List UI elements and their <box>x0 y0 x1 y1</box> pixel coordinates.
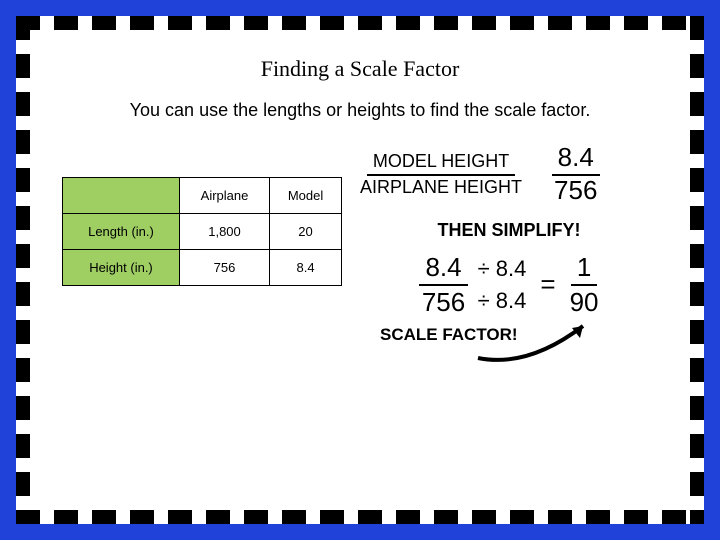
scale-factor-callout: SCALE FACTOR! <box>360 326 658 386</box>
row-height-model: 8.4 <box>270 250 342 286</box>
result-den: 90 <box>570 286 599 317</box>
divide-op-den: ÷ 8.4 <box>478 288 527 314</box>
fraction-labels: MODEL HEIGHT AIRPLANE HEIGHT <box>360 152 522 198</box>
fraction-setup: MODEL HEIGHT AIRPLANE HEIGHT 8.4 756 <box>360 143 658 206</box>
fraction-values: 8.4 756 <box>548 143 603 206</box>
border-right <box>690 16 704 524</box>
border-bottom <box>16 510 704 524</box>
divide-ops: ÷ 8.4 ÷ 8.4 <box>478 256 527 314</box>
table-row: Length (in.) 1,800 20 <box>63 214 342 250</box>
simplify-lhs-num: 8.4 <box>419 253 467 286</box>
border-top <box>16 16 704 30</box>
slide-frame: Finding a Scale Factor You can use the l… <box>16 16 704 524</box>
table-row: Height (in.) 756 8.4 <box>63 250 342 286</box>
simplify-equation: 8.4 756 ÷ 8.4 ÷ 8.4 = 1 90 <box>360 253 658 316</box>
page-subtitle: You can use the lengths or heights to fi… <box>62 100 658 121</box>
table-column: Airplane Model Length (in.) 1,800 20 Hei… <box>62 143 342 386</box>
row-height-label: Height (in.) <box>63 250 180 286</box>
result-num: 1 <box>571 253 597 286</box>
simplify-text: THEN SIMPLIFY! <box>360 220 658 241</box>
table-header-model: Model <box>270 178 342 214</box>
arrow-icon <box>468 318 608 378</box>
divide-op-num: ÷ 8.4 <box>478 256 527 282</box>
fraction-num-label: MODEL HEIGHT <box>367 152 515 176</box>
row-height-airplane: 756 <box>179 250 269 286</box>
table-header-row: Airplane Model <box>63 178 342 214</box>
border-left <box>16 16 30 524</box>
table-header-blank <box>63 178 180 214</box>
row-length-airplane: 1,800 <box>179 214 269 250</box>
simplify-lhs-den: 756 <box>422 286 465 317</box>
simplify-lhs: 8.4 756 <box>419 253 467 316</box>
equals-sign: = <box>536 269 559 300</box>
dimensions-table: Airplane Model Length (in.) 1,800 20 Hei… <box>62 177 342 286</box>
slide-content: Finding a Scale Factor You can use the l… <box>38 38 682 502</box>
fraction-den-value: 756 <box>548 176 603 207</box>
content-row: Airplane Model Length (in.) 1,800 20 Hei… <box>62 143 658 386</box>
row-length-model: 20 <box>270 214 342 250</box>
row-length-label: Length (in.) <box>63 214 180 250</box>
fraction-num-value: 8.4 <box>552 143 600 176</box>
work-column: MODEL HEIGHT AIRPLANE HEIGHT 8.4 756 THE… <box>360 143 658 386</box>
page-title: Finding a Scale Factor <box>62 56 658 82</box>
simplify-rhs: 1 90 <box>570 253 599 316</box>
table-header-airplane: Airplane <box>179 178 269 214</box>
fraction-den-label: AIRPLANE HEIGHT <box>360 176 522 198</box>
